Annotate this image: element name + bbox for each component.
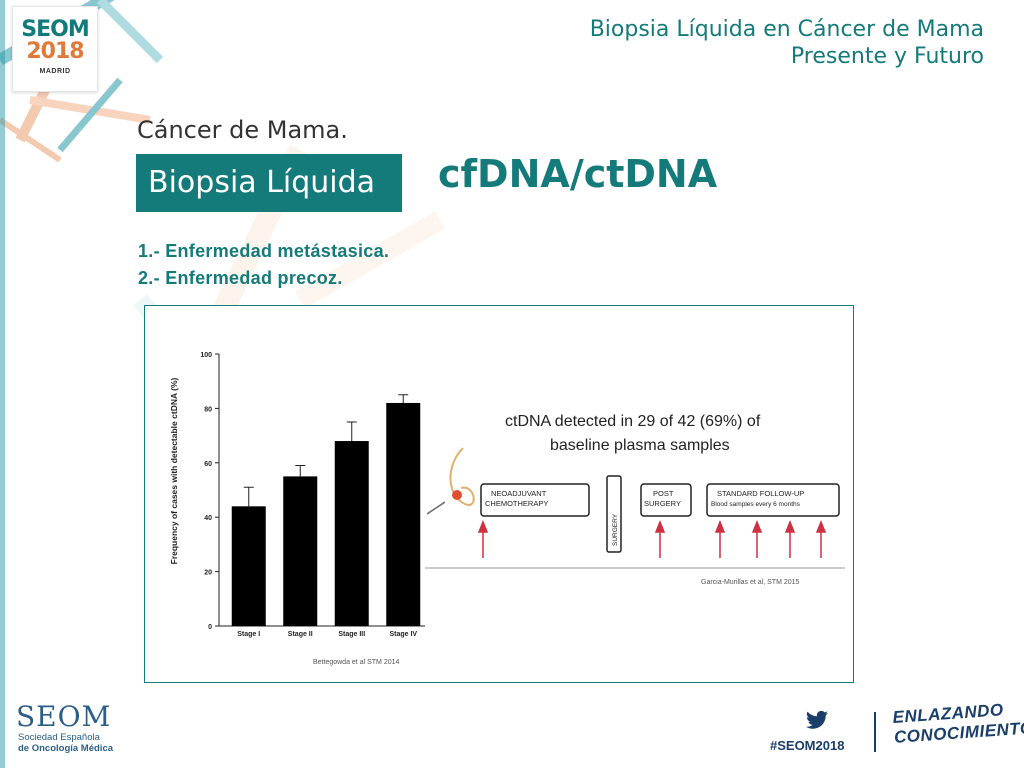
- figure-source-2: Garcia-Murillas et al, STM 2015: [701, 579, 800, 586]
- header-title-line1: Biopsia Líquida en Cáncer de Mama: [589, 17, 984, 42]
- slide-subtitle: Cáncer de Mama.: [137, 116, 348, 144]
- followup-box: [706, 483, 840, 517]
- footer-divider: [874, 712, 876, 752]
- tumor-dot-icon: [452, 490, 462, 500]
- surgery-label: SURGERY: [612, 513, 619, 546]
- list-item: 2.- Enfermedad precoz.: [138, 268, 343, 288]
- breast-illustration: [449, 447, 475, 506]
- surgery-box: [606, 475, 622, 553]
- logo-city-text: MADRID: [39, 68, 71, 75]
- y-tick-label: 20: [204, 570, 212, 577]
- error-bar: [398, 394, 409, 403]
- footer-subtitle-line2: de Oncología Médica: [18, 743, 114, 754]
- header-title-line2: Presente y Futuro: [790, 44, 984, 69]
- footer-seom-logo: SEOM: [16, 700, 112, 733]
- list-item: 1.- Enfermedad metástasica.: [138, 241, 390, 261]
- bar-stage-iii: [334, 441, 369, 626]
- x-tick-label: Stage IV: [389, 631, 417, 638]
- hashtag-seom2018: #SEOM2018: [770, 738, 845, 753]
- y-tick-label: 0: [208, 624, 212, 631]
- followup-label-2: Blood samples every 6 months: [711, 501, 801, 508]
- logo-year-text: 2018: [26, 39, 84, 64]
- error-bar: [295, 465, 306, 477]
- footer-seom-subtitle: Sociedad Española de Oncología Médica: [18, 732, 113, 754]
- x-tick-label: Stage II: [288, 631, 313, 638]
- figure-panel: Frequency of cases with detectable ctDNA…: [144, 305, 854, 683]
- bar-stage-ii: [283, 476, 318, 626]
- chart-source: Bettegowda et al STM 2014: [313, 659, 399, 666]
- topic-list: 1.- Enfermedad metástasica. 2.- Enfermed…: [138, 238, 389, 292]
- slide-title: cfDNA/ctDNA: [438, 152, 718, 196]
- x-tick-label: Stage III: [338, 631, 365, 638]
- post-surgery-box: [640, 483, 692, 517]
- bar-stage-i: [231, 506, 266, 626]
- y-tick-label: 60: [204, 461, 212, 468]
- x-tick-label: Stage I: [237, 631, 260, 638]
- footer-subtitle-line1: Sociedad Española: [18, 732, 100, 743]
- bar-chart: Frequency of cases with detectable ctDNA…: [169, 352, 425, 666]
- sample-arrows: [477, 519, 827, 558]
- twitter-bird-icon: [806, 710, 828, 729]
- y-tick-label: 40: [204, 515, 212, 522]
- figure-headline-line2: baseline plasma samples: [550, 437, 730, 454]
- neoadjuvant-label-2: CHEMOTHERAPY: [485, 499, 548, 508]
- error-bar: [346, 421, 357, 442]
- bar-stage-iv: [386, 402, 421, 626]
- post-surgery-label-1: POST: [653, 489, 674, 498]
- y-tick-label: 80: [204, 406, 212, 413]
- needle-icon: [426, 501, 446, 515]
- error-bar: [243, 486, 254, 507]
- figure-headline-line1: ctDNA detected in 29 of 42 (69%) of: [505, 413, 761, 430]
- header-title: Biopsia Líquida en Cáncer de Mama Presen…: [590, 16, 984, 70]
- seom-2018-logo: SEOM 2018 MADRID: [12, 6, 98, 92]
- neoadjuvant-label-1: NEOADJUVANT: [491, 489, 547, 498]
- figure-graphic: Frequency of cases with detectable ctDNA…: [169, 352, 845, 666]
- logo-seom-text: SEOM: [21, 17, 89, 42]
- topic-badge: Biopsia Líquida: [136, 154, 402, 212]
- neoadjuvant-box: [480, 483, 590, 517]
- chart-ylabel: Frequency of cases with detectable ctDNA…: [169, 377, 179, 564]
- post-surgery-label-2: SURGERY: [644, 499, 681, 508]
- followup-label-1: STANDARD FOLLOW-UP: [717, 489, 804, 498]
- y-tick-label: 100: [200, 352, 212, 359]
